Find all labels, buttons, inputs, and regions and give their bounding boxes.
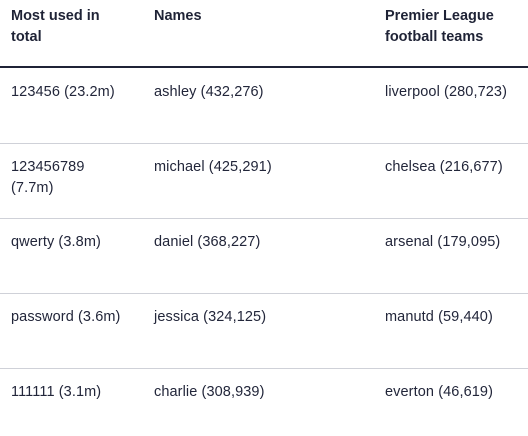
- cell-most-used: qwerty (3.8m): [11, 232, 129, 253]
- table-row: 123456 (23.2m) ashley (432,276) liverpoo…: [0, 68, 528, 144]
- cell-team: manutd (59,440): [385, 307, 528, 328]
- header-football-teams: Premier League football teams: [385, 6, 528, 48]
- cell-team: everton (46,619): [385, 382, 528, 403]
- cell-team: arsenal (179,095): [385, 232, 528, 253]
- cell-name: michael (425,291): [154, 157, 364, 178]
- cell-most-used: password (3.6m): [11, 307, 129, 328]
- cell-name: jessica (324,125): [154, 307, 364, 328]
- table-header: Most used in total Names Premier League …: [0, 0, 528, 68]
- cell-name: charlie (308,939): [154, 382, 364, 403]
- cell-team: liverpool (280,723): [385, 82, 528, 103]
- cell-most-used: 111111 (3.1m): [11, 382, 129, 403]
- cell-most-used: 123456 (23.2m): [11, 82, 129, 103]
- cell-name: daniel (368,227): [154, 232, 364, 253]
- cell-name: ashley (432,276): [154, 82, 364, 103]
- header-names: Names: [154, 6, 364, 27]
- table-row: 111111 (3.1m) charlie (308,939) everton …: [0, 368, 528, 436]
- table-row: 123456789 (7.7m) michael (425,291) chels…: [0, 143, 528, 219]
- cell-most-used: 123456789 (7.7m): [11, 157, 129, 199]
- table-row: password (3.6m) jessica (324,125) manutd…: [0, 293, 528, 369]
- table-row: qwerty (3.8m) daniel (368,227) arsenal (…: [0, 218, 528, 294]
- header-most-used: Most used in total: [11, 6, 129, 48]
- cell-team: chelsea (216,677): [385, 157, 528, 178]
